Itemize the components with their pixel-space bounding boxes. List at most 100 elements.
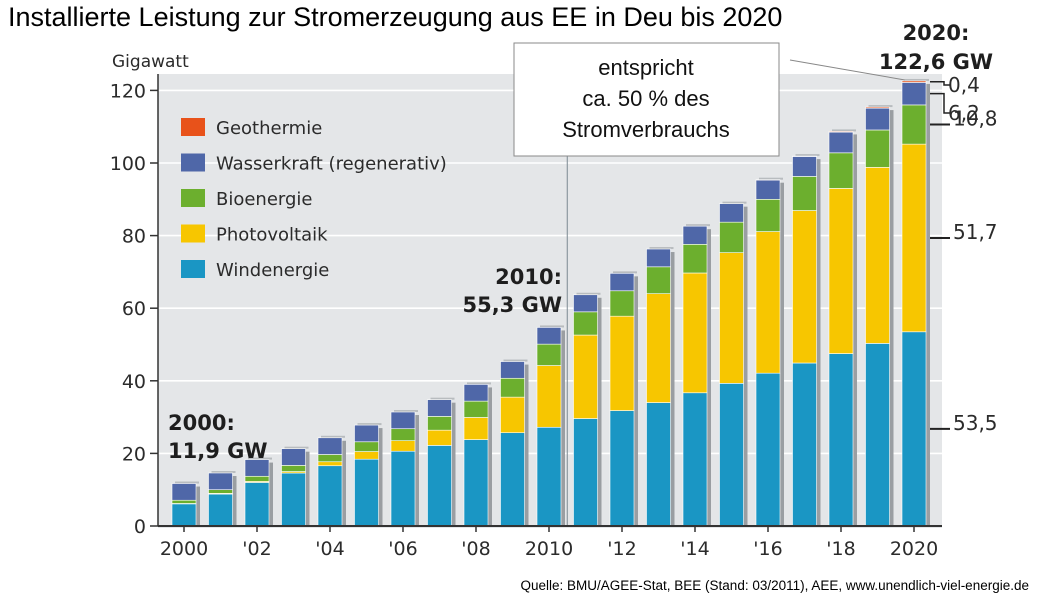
- bar-shadow-top: [576, 292, 601, 295]
- bar-shadow-top: [832, 129, 856, 132]
- bar-windenergie-2008: [463, 439, 489, 527]
- side-label: 10,8: [953, 107, 998, 131]
- bar-shadow-top: [868, 105, 893, 108]
- side-label: 6,2: [948, 101, 980, 125]
- bar-photovoltaik-2019: [865, 167, 890, 344]
- y-axis-label: Gigawatt: [112, 52, 189, 72]
- legend-swatch: [181, 189, 205, 207]
- bar-shadow: [853, 134, 857, 526]
- bar-shadow-top: [284, 446, 309, 449]
- bar-shadow: [561, 330, 565, 526]
- bar-wasserkraft-2007: [427, 399, 452, 417]
- bar-shadow: [743, 206, 748, 526]
- bar-bioenergie-2018: [828, 152, 854, 189]
- bar-windenergie-2011: [573, 418, 598, 527]
- bar-windenergie-2002: [244, 482, 270, 527]
- side-leader: [930, 92, 950, 114]
- bar-shadow-top: [430, 397, 455, 400]
- bar-bioenergie-2012: [609, 290, 635, 317]
- bar-shadow: [524, 364, 529, 526]
- source-note: Quelle: BMU/AGEE-Stat, BEE (Stand: 03/20…: [520, 578, 1029, 593]
- bar-wasserkraft-2015: [719, 203, 744, 223]
- bar-shadow: [415, 415, 419, 526]
- note-line: ca. 50 % des: [582, 86, 709, 111]
- bar-photovoltaik-2017: [792, 210, 817, 364]
- side-label: 53,5: [953, 411, 998, 435]
- bar-wasserkraft-2013: [646, 248, 671, 268]
- side-label: 51,7: [953, 220, 998, 244]
- bar-windenergie-2012: [609, 410, 635, 527]
- bar-shadow-top: [211, 471, 236, 474]
- x-tick-label: '18: [826, 538, 855, 560]
- bar-shadow-top: [722, 201, 747, 204]
- legend: Geothermie Wasserkraft (regenerativ) Bioen…: [181, 118, 447, 281]
- bar-geothermie-2020: [901, 80, 927, 83]
- bar-shadow: [707, 229, 711, 527]
- note-line: Stromverbrauchs: [562, 117, 730, 142]
- legend-swatch: [181, 118, 205, 136]
- annotations: 2000: 11,9 GW 2010: 55,3 GW 2020: 122,6 GW ent…: [168, 21, 998, 463]
- x-tick-label: '08: [461, 538, 490, 560]
- bar-shadow: [816, 159, 821, 526]
- bar-shadow-top: [759, 177, 783, 180]
- x-tick-label: '06: [388, 538, 417, 560]
- bar-wasserkraft-2006: [390, 411, 416, 430]
- legend-label: Wasserkraft (regenerativ): [216, 154, 447, 175]
- bar-windenergie-2020: [901, 331, 927, 527]
- bar-bioenergie-2013: [646, 266, 671, 294]
- y-tick-label: 20: [122, 443, 146, 465]
- page-title: Installierte Leistung zur Stromerzeugung…: [8, 2, 783, 32]
- callout-2000-year: 2000:: [168, 411, 235, 435]
- bar-bioenergie-2008: [463, 400, 489, 418]
- bar-bioenergie-2016: [755, 199, 781, 232]
- bar-photovoltaik-2020: [901, 143, 927, 333]
- bar-bioenergie-2003: [281, 465, 306, 472]
- bar-photovoltaik-2013: [646, 293, 671, 403]
- bar-wasserkraft-2004: [317, 437, 343, 455]
- bar-shadow-top: [394, 410, 418, 413]
- bar-shadow: [780, 182, 784, 526]
- callout-2010-year: 2010:: [495, 265, 562, 289]
- bar-shadow-top: [357, 423, 382, 426]
- callout-2020-leader: [789, 59, 906, 81]
- bar-bioenergie-2005: [354, 441, 379, 452]
- bar-bioenergie-2004: [317, 454, 343, 463]
- bar-photovoltaik-2004: [317, 461, 343, 467]
- bar-photovoltaik-2010: [536, 365, 562, 428]
- y-tick-label: 100: [110, 153, 146, 175]
- callout-2020-value: 122,6 GW: [879, 50, 993, 74]
- bar-photovoltaik-2012: [609, 315, 635, 411]
- callout-2000-value: 11,9 GW: [168, 439, 268, 463]
- bar-bioenergie-2010: [536, 343, 562, 366]
- bar-shadow-top: [686, 224, 710, 227]
- bar-shadow-top: [795, 154, 820, 157]
- bar-wasserkraft-2009: [500, 361, 525, 379]
- legend-label: Bioenergie: [216, 189, 313, 210]
- note-box: [513, 42, 780, 157]
- bar-windenergie-2014: [682, 392, 708, 527]
- bar-bioenergie-2017: [792, 176, 817, 211]
- bar-geothermie-2018: [828, 131, 854, 133]
- bar-wasserkraft-2010: [536, 327, 562, 345]
- bar-shadow-top: [613, 271, 637, 274]
- bar-photovoltaik-2009: [500, 396, 525, 434]
- bar-wasserkraft-2005: [354, 424, 379, 443]
- bar-windenergie-2016: [755, 372, 781, 527]
- legend-label: Photovoltaik: [216, 225, 328, 246]
- bar-bioenergie-2019: [865, 129, 890, 168]
- x-tick-label: '14: [680, 538, 709, 560]
- bar-photovoltaik-2007: [427, 429, 452, 446]
- bar-bioenergie-2014: [682, 244, 708, 274]
- legend-swatch: [181, 153, 205, 172]
- bar-shadow-top: [905, 78, 929, 81]
- bar-windenergie-2001: [208, 493, 233, 527]
- bar-shadow: [196, 486, 200, 526]
- bar-shadow-top: [175, 481, 199, 484]
- x-tick-label: '02: [242, 538, 271, 560]
- bar-shadow: [634, 276, 638, 526]
- y-tick-label: 120: [110, 80, 146, 102]
- bar-bioenergie-2007: [427, 416, 452, 431]
- bar-shadow: [342, 440, 346, 526]
- x-tick-label: '04: [315, 538, 344, 560]
- bar-wasserkraft-2008: [463, 384, 489, 402]
